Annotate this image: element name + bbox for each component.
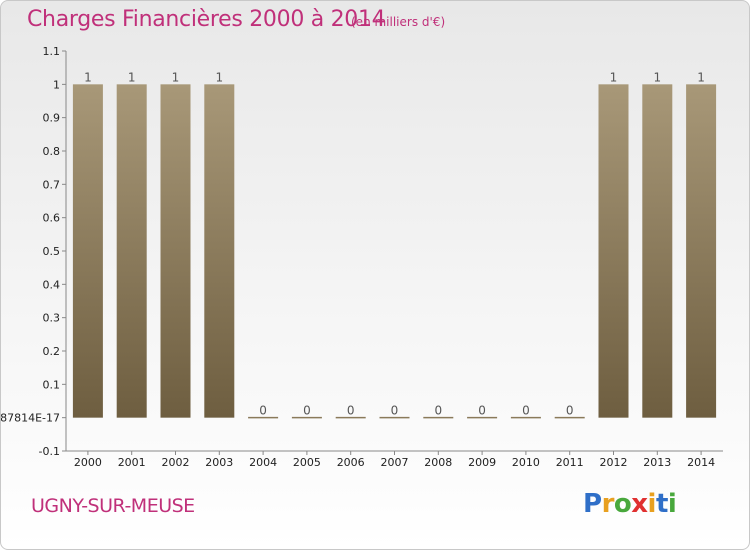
- data-label: 0: [478, 404, 486, 418]
- bar: [72, 84, 103, 418]
- x-tick-label: 2013: [643, 456, 671, 469]
- proxiti-logo: Proxiti: [583, 489, 677, 519]
- y-tick-label: 0.3: [43, 312, 61, 325]
- x-tick-label: 2005: [293, 456, 321, 469]
- y-tick-label: 0.9: [43, 112, 61, 125]
- bar: [116, 84, 147, 418]
- data-label: 1: [610, 70, 618, 84]
- y-tick-label: 0.5: [43, 245, 61, 258]
- data-label: 0: [522, 404, 530, 418]
- x-tick-label: 2006: [337, 456, 365, 469]
- x-tick-label: 2000: [74, 456, 102, 469]
- y-tick-label: 1: [53, 78, 60, 91]
- bar: [686, 84, 717, 418]
- y-tick-label: -0.1: [39, 445, 60, 458]
- data-label: 1: [697, 70, 705, 84]
- x-tick-label: 2012: [600, 456, 628, 469]
- data-label: 0: [434, 404, 442, 418]
- x-tick-label: 2011: [556, 456, 584, 469]
- x-tick-label: 2009: [468, 456, 496, 469]
- logo-letter: x: [631, 489, 648, 519]
- x-tick-label: 2004: [249, 456, 277, 469]
- y-tick-label: 0.4: [43, 278, 61, 291]
- y-tick-label: 1.1: [43, 45, 61, 58]
- bar: [598, 84, 629, 418]
- data-label: 0: [566, 404, 574, 418]
- y-tick-label: 0.1: [43, 378, 61, 391]
- bar: [160, 84, 191, 418]
- x-tick-label: 2003: [205, 456, 233, 469]
- x-tick-label: 2007: [381, 456, 409, 469]
- data-label: 0: [303, 404, 311, 418]
- y-tick-label: 1.387814E-17: [1, 412, 60, 425]
- commune-name: UGNY-SUR-MEUSE: [31, 495, 195, 517]
- x-tick-label: 2002: [162, 456, 190, 469]
- y-tick-label: 0.6: [43, 212, 61, 225]
- data-label: 1: [128, 70, 136, 84]
- data-label: 1: [653, 70, 661, 84]
- y-tick-label: 0.2: [43, 345, 61, 358]
- logo-letter: i: [647, 489, 657, 519]
- y-tick-label: 0.8: [43, 145, 61, 158]
- x-tick-label: 2014: [687, 456, 715, 469]
- data-label: 1: [172, 70, 180, 84]
- x-tick-label: 2008: [424, 456, 452, 469]
- y-tick-label: 0.7: [43, 178, 61, 191]
- data-label: 0: [391, 404, 399, 418]
- data-label: 0: [347, 404, 355, 418]
- bar: [642, 84, 673, 418]
- data-label: 0: [259, 404, 267, 418]
- data-label: 1: [84, 70, 92, 84]
- logo-letter: t: [655, 489, 668, 519]
- x-tick-label: 2001: [118, 456, 146, 469]
- data-label: 1: [215, 70, 223, 84]
- logo-letter: i: [667, 489, 677, 519]
- logo-letter: o: [613, 489, 632, 519]
- logo-letter: r: [601, 489, 615, 519]
- logo-letter: P: [583, 489, 602, 519]
- bar: [204, 84, 235, 418]
- x-tick-label: 2010: [512, 456, 540, 469]
- unit-note: (en milliers d'€): [351, 15, 446, 29]
- chart-title: Charges Financières 2000 à 2014: [27, 7, 386, 32]
